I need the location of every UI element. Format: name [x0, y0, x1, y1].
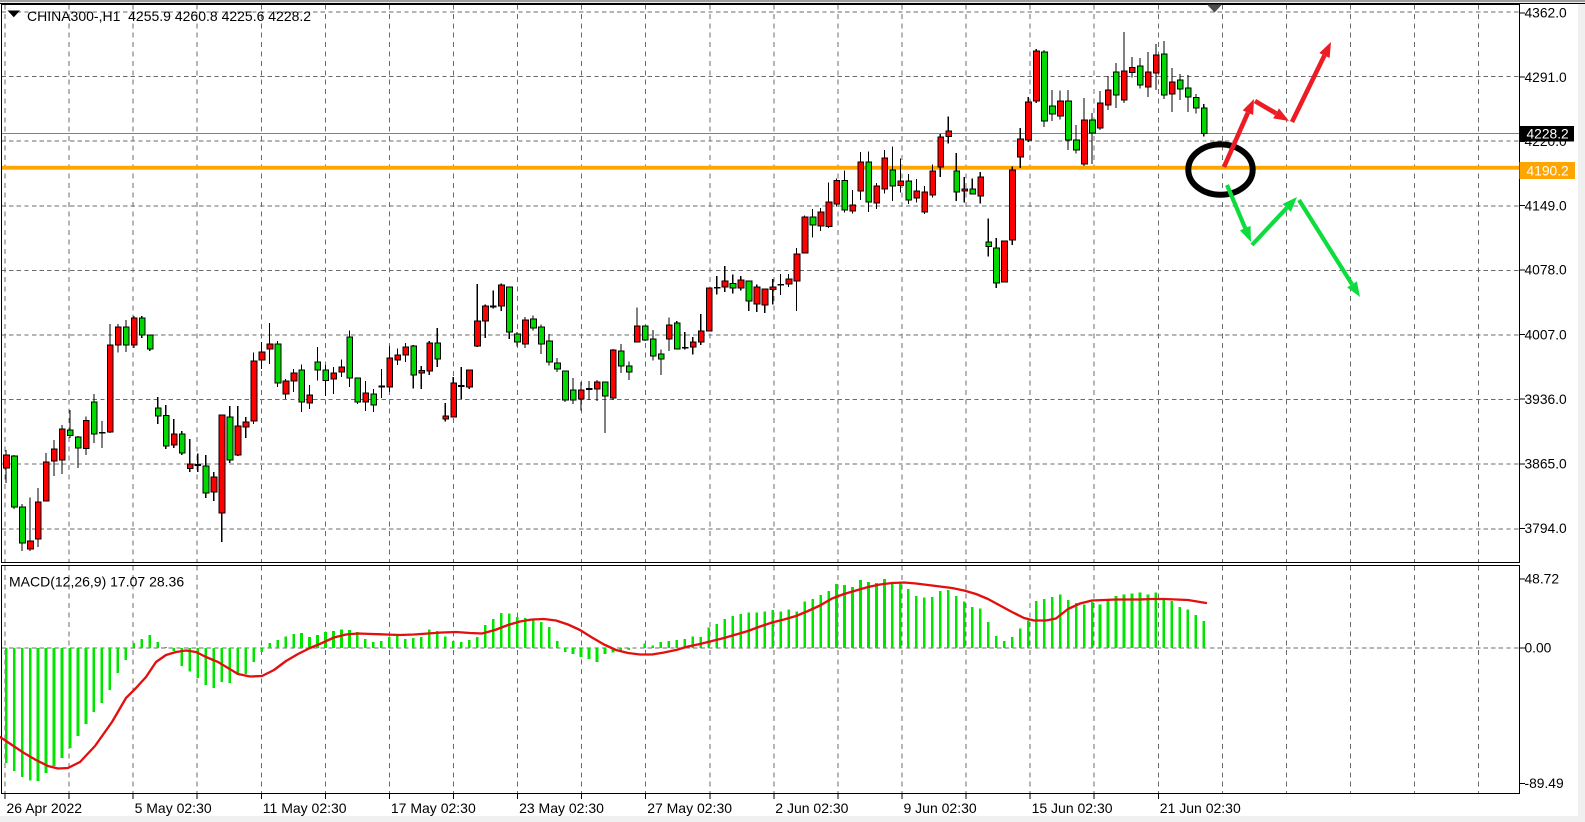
svg-text:48.72: 48.72	[1525, 572, 1560, 587]
svg-text:4149.0: 4149.0	[1525, 198, 1568, 213]
svg-text:0.00: 0.00	[1525, 641, 1552, 656]
svg-text:3794.0: 3794.0	[1525, 521, 1568, 536]
svg-text:17 May 02:30: 17 May 02:30	[391, 800, 476, 816]
svg-text:9 Jun 02:30: 9 Jun 02:30	[904, 800, 977, 816]
svg-text:2 Jun 02:30: 2 Jun 02:30	[775, 800, 848, 816]
svg-text:-89.49: -89.49	[1525, 776, 1564, 791]
svg-text:27 May 02:30: 27 May 02:30	[647, 800, 732, 816]
svg-text:4362.0: 4362.0	[1525, 6, 1568, 21]
svg-text:23 May 02:30: 23 May 02:30	[519, 800, 604, 816]
svg-text:4007.0: 4007.0	[1525, 327, 1568, 342]
svg-text:15 Jun 02:30: 15 Jun 02:30	[1032, 800, 1113, 816]
svg-text:4078.0: 4078.0	[1525, 263, 1568, 278]
svg-text:3865.0: 3865.0	[1525, 457, 1568, 472]
svg-text:4190.2: 4190.2	[1527, 164, 1569, 179]
svg-text:4228.2: 4228.2	[1527, 127, 1569, 142]
svg-text:3936.0: 3936.0	[1525, 392, 1568, 407]
svg-text:26 Apr 2022: 26 Apr 2022	[7, 800, 83, 816]
svg-text:CHINA300-,H1 4255.9 4260.8 42: CHINA300-,H1 4255.9 4260.8 4225.6 4228.2	[27, 8, 311, 24]
svg-text:5 May 02:30: 5 May 02:30	[135, 800, 212, 816]
svg-text:11 May 02:30: 11 May 02:30	[263, 800, 347, 816]
svg-text:MACD(12,26,9) 17.07 28.36: MACD(12,26,9) 17.07 28.36	[9, 574, 184, 590]
svg-text:21 Jun 02:30: 21 Jun 02:30	[1160, 800, 1241, 816]
svg-text:4291.0: 4291.0	[1525, 70, 1568, 85]
